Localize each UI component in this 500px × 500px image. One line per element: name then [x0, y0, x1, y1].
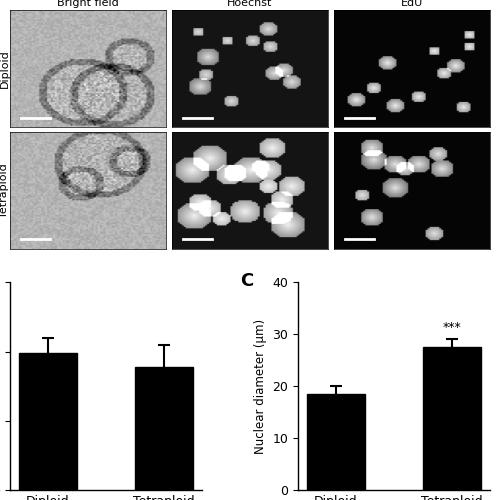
- Y-axis label: Nuclear diameter (μm): Nuclear diameter (μm): [254, 318, 267, 454]
- Title: Bright field: Bright field: [57, 0, 119, 8]
- Y-axis label: Tetraploid: Tetraploid: [0, 163, 10, 218]
- Bar: [18, 354, 77, 490]
- Title: Hoechst: Hoechst: [228, 0, 272, 8]
- Bar: [306, 394, 365, 490]
- Bar: [135, 367, 194, 490]
- Title: EdU: EdU: [401, 0, 423, 8]
- Text: ***: ***: [443, 321, 462, 334]
- Text: C: C: [240, 272, 254, 290]
- Y-axis label: Diploid: Diploid: [0, 49, 10, 88]
- Bar: [423, 347, 482, 490]
